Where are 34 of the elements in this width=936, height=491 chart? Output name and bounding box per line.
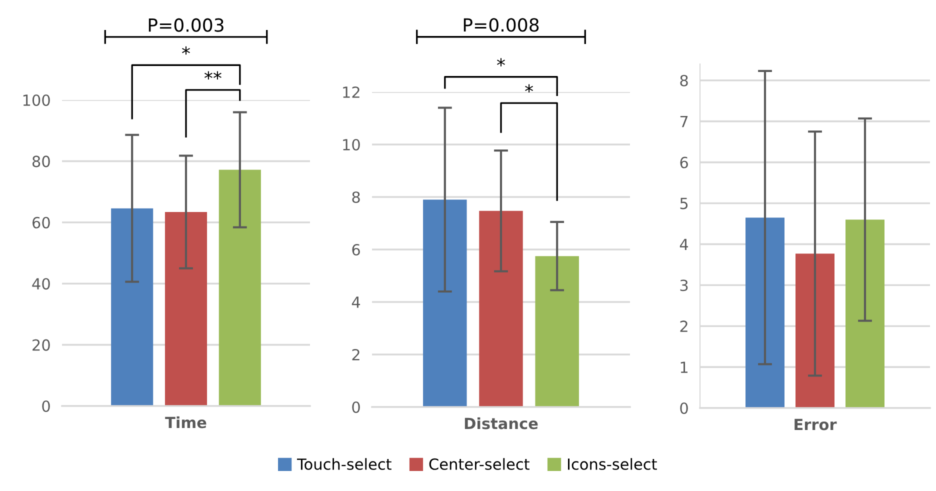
- y-tick-label: 6: [680, 156, 688, 168]
- text: P=0.003: [148, 18, 224, 32]
- y-tick-label: 100: [23, 94, 50, 106]
- legend-label: Center-select: [429, 458, 530, 470]
- y-tick-label: 5: [680, 198, 688, 210]
- y-tick-label: 0: [680, 402, 688, 414]
- y-tick-label: 40: [32, 278, 50, 290]
- x-axis-title: Time: [165, 416, 206, 428]
- y-tick-label: 7: [680, 116, 688, 128]
- y-tick-label: 4: [352, 296, 360, 308]
- y-tick-label: 60: [32, 216, 50, 228]
- legend-label: Touch-select: [297, 458, 392, 470]
- y-tick-label: 0: [352, 401, 360, 414]
- x-axis-title: Distance: [464, 417, 538, 430]
- text: *: [182, 46, 190, 55]
- y-tick-label: 2: [352, 348, 360, 360]
- text: P=0.008: [464, 18, 539, 32]
- y-tick-label: 80: [32, 156, 50, 168]
- y-tick-label: 12: [343, 86, 360, 98]
- y-tick-label: 2: [680, 320, 688, 332]
- y-tick-label: 8: [352, 191, 360, 204]
- y-tick-label: 10: [343, 138, 360, 151]
- y-tick-label: 1: [680, 362, 688, 373]
- text: **: [204, 71, 222, 80]
- y-tick-label: 4: [680, 238, 688, 250]
- x-axis-title: Error: [794, 418, 837, 430]
- y-tick-label: 6: [352, 244, 360, 256]
- y-tick-label: 20: [32, 339, 50, 351]
- annotation: *: [525, 84, 534, 93]
- y-tick-label: 8: [680, 74, 688, 86]
- text: *: [497, 58, 505, 66]
- y-tick-label: 3: [680, 280, 688, 292]
- legend-label: Icons-select: [568, 458, 657, 470]
- y-tick-label: 0: [42, 400, 50, 412]
